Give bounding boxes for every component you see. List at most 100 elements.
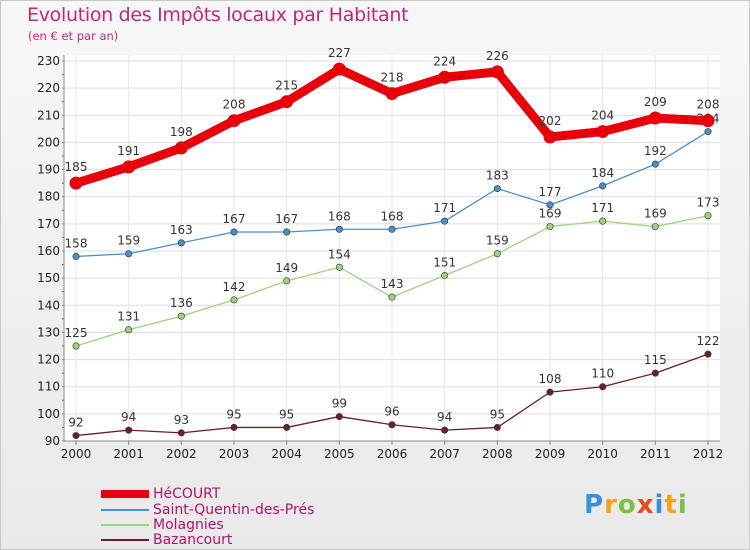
y-tick-label: 230 bbox=[37, 54, 60, 68]
logo-letter: t bbox=[664, 490, 678, 520]
data-point bbox=[283, 277, 291, 285]
data-label: 143 bbox=[381, 277, 404, 291]
data-point bbox=[704, 128, 712, 136]
data-point bbox=[596, 125, 610, 139]
data-point bbox=[283, 423, 291, 431]
data-label: 93 bbox=[174, 413, 189, 427]
data-label: 94 bbox=[437, 410, 452, 424]
y-tick-label: 190 bbox=[37, 163, 60, 177]
data-point bbox=[335, 413, 343, 421]
data-label: 185 bbox=[65, 160, 88, 174]
legend-label-molagnies: Molagnies bbox=[153, 517, 224, 533]
data-point bbox=[283, 228, 291, 236]
y-tick-label: 140 bbox=[37, 298, 60, 312]
x-tick-label: 2005 bbox=[324, 447, 355, 461]
data-point bbox=[546, 388, 554, 396]
data-label: 183 bbox=[486, 169, 509, 183]
data-point bbox=[122, 160, 136, 174]
legend-swatch-molagnies bbox=[101, 524, 149, 526]
data-point bbox=[441, 426, 449, 434]
data-label: 96 bbox=[384, 405, 399, 419]
chart-subtitle: (en € et par an) bbox=[28, 29, 119, 43]
data-label: 136 bbox=[170, 296, 193, 310]
logo-letter: i bbox=[654, 490, 665, 520]
data-point bbox=[72, 252, 80, 260]
data-point bbox=[125, 326, 133, 334]
data-point bbox=[335, 225, 343, 233]
data-label: 159 bbox=[486, 234, 509, 248]
data-point bbox=[651, 223, 659, 231]
data-label: 95 bbox=[490, 407, 505, 421]
data-point bbox=[72, 432, 80, 440]
legend-label-bazancourt: Bazancourt bbox=[153, 532, 233, 548]
data-label: 95 bbox=[226, 407, 241, 421]
data-point bbox=[385, 87, 399, 101]
x-tick-label: 2010 bbox=[587, 447, 618, 461]
data-label: 151 bbox=[433, 255, 456, 269]
data-label: 184 bbox=[591, 166, 614, 180]
y-tick-label: 210 bbox=[37, 108, 60, 122]
data-label: 192 bbox=[644, 144, 667, 158]
x-tick-label: 2007 bbox=[429, 447, 460, 461]
data-label: 149 bbox=[275, 261, 298, 275]
legend-swatch-bazancourt bbox=[101, 539, 149, 541]
data-label: 108 bbox=[539, 372, 562, 386]
data-label: 208 bbox=[697, 98, 720, 112]
data-point bbox=[125, 426, 133, 434]
data-point bbox=[599, 182, 607, 190]
y-tick-label: 110 bbox=[37, 380, 60, 394]
y-tick-label: 100 bbox=[37, 407, 60, 421]
data-point bbox=[490, 65, 504, 79]
data-point bbox=[125, 250, 133, 258]
legend-label-hecourt: HéCOURT bbox=[153, 486, 221, 502]
data-label: 209 bbox=[644, 95, 667, 109]
legend-label-saint-quentin: Saint-Quentin-des-Prés bbox=[153, 502, 315, 518]
logo-letter: o bbox=[617, 490, 637, 520]
data-label: 110 bbox=[591, 367, 614, 381]
x-tick-label: 2006 bbox=[377, 447, 408, 461]
y-tick-label: 120 bbox=[37, 353, 60, 367]
data-point bbox=[230, 296, 238, 304]
data-label: 224 bbox=[433, 54, 456, 68]
data-label: 142 bbox=[223, 280, 246, 294]
data-label: 226 bbox=[486, 49, 509, 63]
x-tick-label: 2008 bbox=[482, 447, 513, 461]
data-label: 198 bbox=[170, 125, 193, 139]
y-tick-label: 220 bbox=[37, 81, 60, 95]
data-label: 202 bbox=[539, 114, 562, 128]
data-label: 227 bbox=[328, 46, 351, 60]
data-label: 154 bbox=[328, 247, 351, 261]
data-point bbox=[704, 212, 712, 220]
data-point bbox=[69, 176, 83, 190]
data-label: 95 bbox=[279, 407, 294, 421]
data-label: 122 bbox=[697, 334, 720, 348]
data-label: 125 bbox=[65, 326, 88, 340]
data-point bbox=[546, 223, 554, 231]
y-tick-label: 150 bbox=[37, 271, 60, 285]
data-label: 158 bbox=[65, 236, 88, 250]
data-point bbox=[230, 228, 238, 236]
y-tick-label: 160 bbox=[37, 244, 60, 258]
data-label: 191 bbox=[117, 144, 140, 158]
data-point bbox=[704, 350, 712, 358]
proxiti-logo: Proxiti bbox=[584, 490, 688, 520]
y-tick-label: 90 bbox=[45, 434, 60, 448]
data-point bbox=[493, 185, 501, 193]
data-point bbox=[177, 312, 185, 320]
x-tick-label: 2003 bbox=[219, 447, 250, 461]
data-point bbox=[335, 263, 343, 271]
data-label: 204 bbox=[591, 109, 614, 123]
data-point bbox=[441, 217, 449, 225]
data-point bbox=[230, 423, 238, 431]
data-point bbox=[388, 293, 396, 301]
data-label: 159 bbox=[117, 234, 140, 248]
data-point bbox=[227, 114, 241, 128]
logo-letter: P bbox=[584, 490, 605, 520]
data-label: 168 bbox=[328, 209, 351, 223]
data-label: 218 bbox=[381, 71, 404, 85]
y-tick-label: 130 bbox=[37, 325, 60, 339]
chart-title: Evolution des Impôts locaux par Habitant bbox=[27, 4, 409, 26]
data-point bbox=[441, 271, 449, 279]
data-point bbox=[546, 201, 554, 209]
